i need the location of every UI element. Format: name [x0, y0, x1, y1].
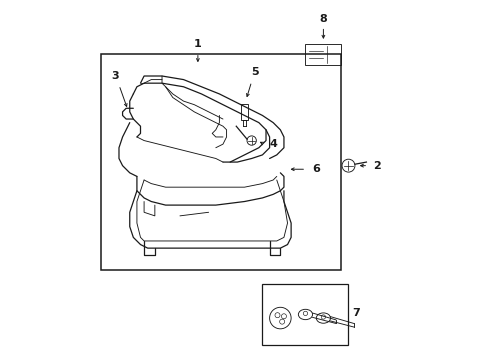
Text: 1: 1 — [194, 39, 202, 49]
Bar — [241, 104, 247, 120]
Text: 3: 3 — [111, 71, 119, 81]
Text: 8: 8 — [319, 14, 326, 24]
Text: 6: 6 — [312, 164, 320, 174]
Text: 2: 2 — [372, 161, 380, 171]
Bar — [262, 284, 348, 345]
Text: 5: 5 — [251, 67, 259, 77]
Text: 4: 4 — [269, 139, 277, 149]
Text: 7: 7 — [351, 308, 359, 318]
Bar — [305, 44, 341, 65]
Bar — [101, 54, 341, 270]
